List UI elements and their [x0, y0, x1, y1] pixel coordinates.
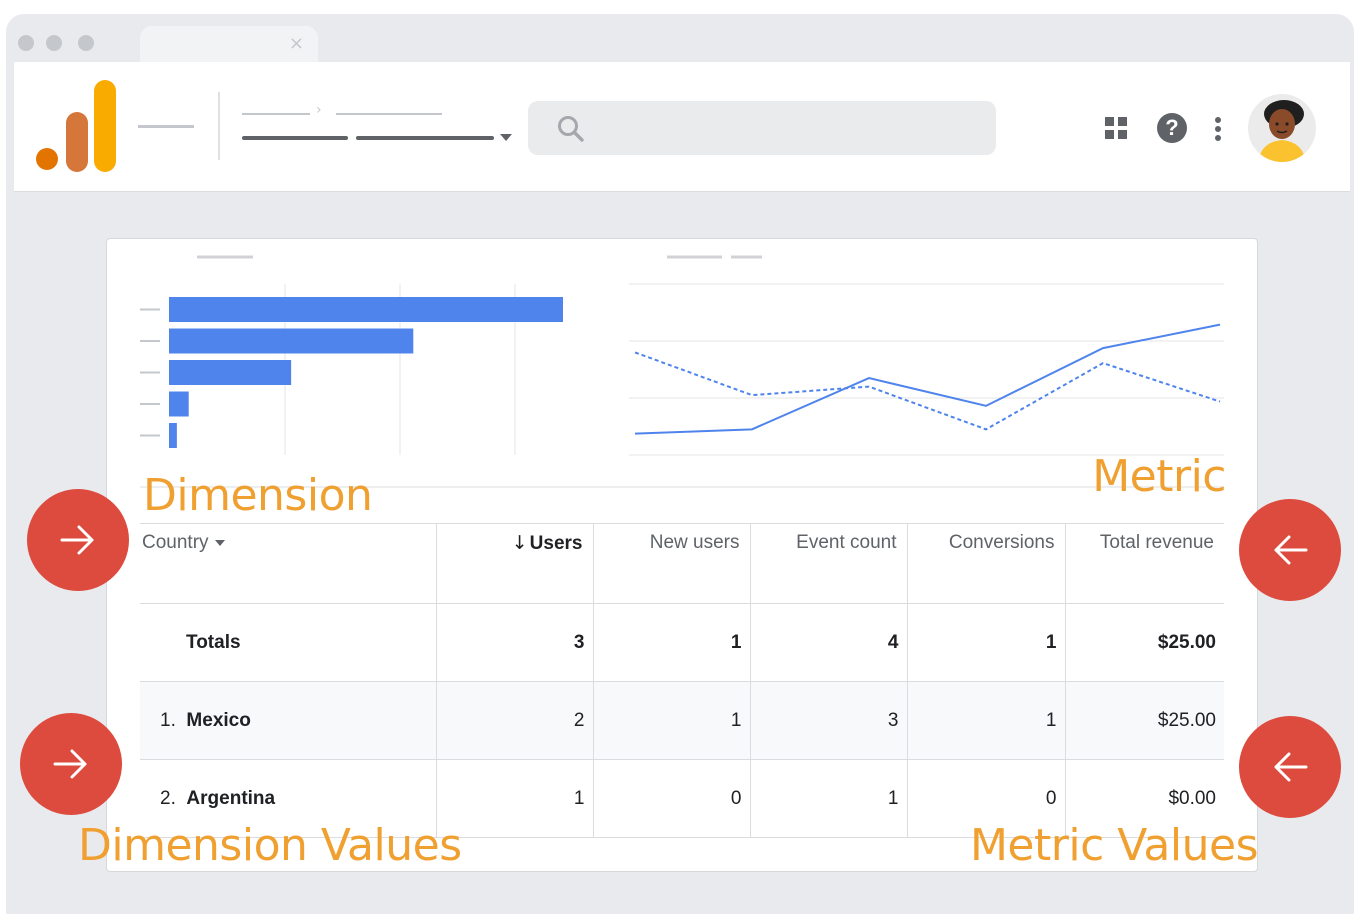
window-close-dot[interactable] — [18, 35, 34, 51]
property-selector-part-2[interactable] — [356, 136, 494, 140]
breadcrumb-chevron-icon: › — [316, 102, 322, 118]
table-cell: $0.00 — [1065, 759, 1224, 838]
row-country[interactable]: Argentina — [186, 787, 276, 809]
app-header: › ? — [14, 62, 1350, 192]
avatar-illustration — [1258, 100, 1306, 162]
more-vert-icon[interactable] — [1214, 116, 1222, 142]
avatar[interactable] — [1248, 94, 1316, 162]
property-dropdown-icon[interactable] — [500, 134, 512, 141]
property-selector-part-1[interactable] — [242, 136, 348, 140]
search-icon[interactable] — [556, 114, 586, 144]
metric-values-arrow-callout — [1239, 716, 1341, 818]
column-header-conversions[interactable]: Conversions — [907, 523, 1066, 604]
table-cell: 3 — [750, 681, 908, 760]
table-cell: 1 — [750, 759, 908, 838]
arrow-right-icon — [60, 525, 94, 555]
header-divider — [218, 92, 220, 160]
table-cell: 0 — [907, 759, 1066, 838]
search-input[interactable] — [528, 101, 996, 155]
dimension-arrow-callout — [27, 489, 129, 591]
tab-close-icon[interactable]: × — [288, 33, 304, 54]
sort-descending-icon: ↓ — [511, 532, 528, 554]
column-header-label: Users — [529, 533, 583, 554]
breadcrumb-property[interactable] — [336, 113, 442, 115]
table-cell: 2 — [436, 681, 594, 760]
column-header-label: Country — [142, 532, 209, 553]
table-cell: $25.00 — [1065, 603, 1224, 682]
window-minimize-dot[interactable] — [46, 35, 62, 51]
table-cell: 3 — [436, 603, 594, 682]
metric-arrow-callout — [1239, 499, 1341, 601]
column-header-label: Conversions — [948, 532, 1055, 553]
column-header-new-users[interactable]: New users — [593, 523, 751, 604]
annotation-metric-values: Metric Values — [969, 820, 1259, 871]
column-header-label: Event count — [796, 532, 897, 553]
table-cell: 4 — [750, 603, 908, 682]
dimension-values-arrow-callout — [20, 713, 122, 815]
dimension-cell: 2. Argentina — [140, 759, 437, 838]
totals-row: Totals 3 1 4 1 $25.00 — [140, 603, 1224, 682]
row-country[interactable]: Mexico — [186, 709, 251, 731]
help-icon[interactable]: ? — [1157, 113, 1187, 143]
annotation-metric: Metric — [1092, 451, 1226, 502]
table-cell: 1 — [907, 603, 1066, 682]
table-header-row: Country ↓ Users New users Event count Con… — [140, 523, 1224, 604]
table-cell: 1 — [907, 681, 1066, 760]
column-header-total-revenue[interactable]: Total revenue — [1065, 523, 1224, 604]
dimension-cell: 1. Mexico — [140, 681, 437, 760]
row-rank: 2. — [160, 787, 176, 809]
browser-tab[interactable]: × — [140, 26, 318, 66]
table-cell: 1 — [593, 603, 751, 682]
analytics-logo[interactable] — [34, 80, 118, 174]
arrow-left-icon — [1274, 752, 1308, 782]
window-maximize-dot[interactable] — [78, 35, 94, 51]
column-header-country[interactable]: Country — [140, 523, 437, 604]
table-cell: 1 — [593, 681, 751, 760]
table-row[interactable]: 1. Mexico 2 1 3 1 $25.00 — [140, 681, 1224, 760]
product-name-placeholder — [138, 125, 194, 128]
annotation-dimension-values: Dimension Values — [78, 820, 462, 871]
breadcrumb-account[interactable] — [242, 113, 310, 115]
annotation-dimension: Dimension — [143, 470, 373, 521]
table-row[interactable]: 2. Argentina 1 0 1 0 $0.00 — [140, 759, 1224, 838]
column-header-event-count[interactable]: Event count — [750, 523, 908, 604]
report-table: Country ↓ Users New users Event count Con… — [140, 523, 1224, 838]
table-cell: 0 — [593, 759, 751, 838]
apps-icon[interactable] — [1104, 116, 1128, 140]
chevron-down-icon[interactable] — [214, 539, 225, 546]
table-cell: 1 — [436, 759, 594, 838]
column-header-label: Total revenue — [1099, 532, 1214, 553]
row-rank: 1. — [160, 709, 176, 731]
column-header-users[interactable]: ↓ Users — [436, 523, 594, 604]
column-header-label: New users — [649, 532, 740, 553]
table-cell: $25.00 — [1065, 681, 1224, 760]
arrow-right-icon — [53, 749, 87, 779]
arrow-left-icon — [1274, 535, 1308, 565]
totals-label: Totals — [140, 603, 437, 682]
